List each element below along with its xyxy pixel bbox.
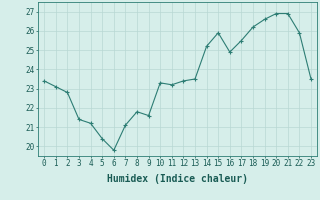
X-axis label: Humidex (Indice chaleur): Humidex (Indice chaleur) xyxy=(107,174,248,184)
